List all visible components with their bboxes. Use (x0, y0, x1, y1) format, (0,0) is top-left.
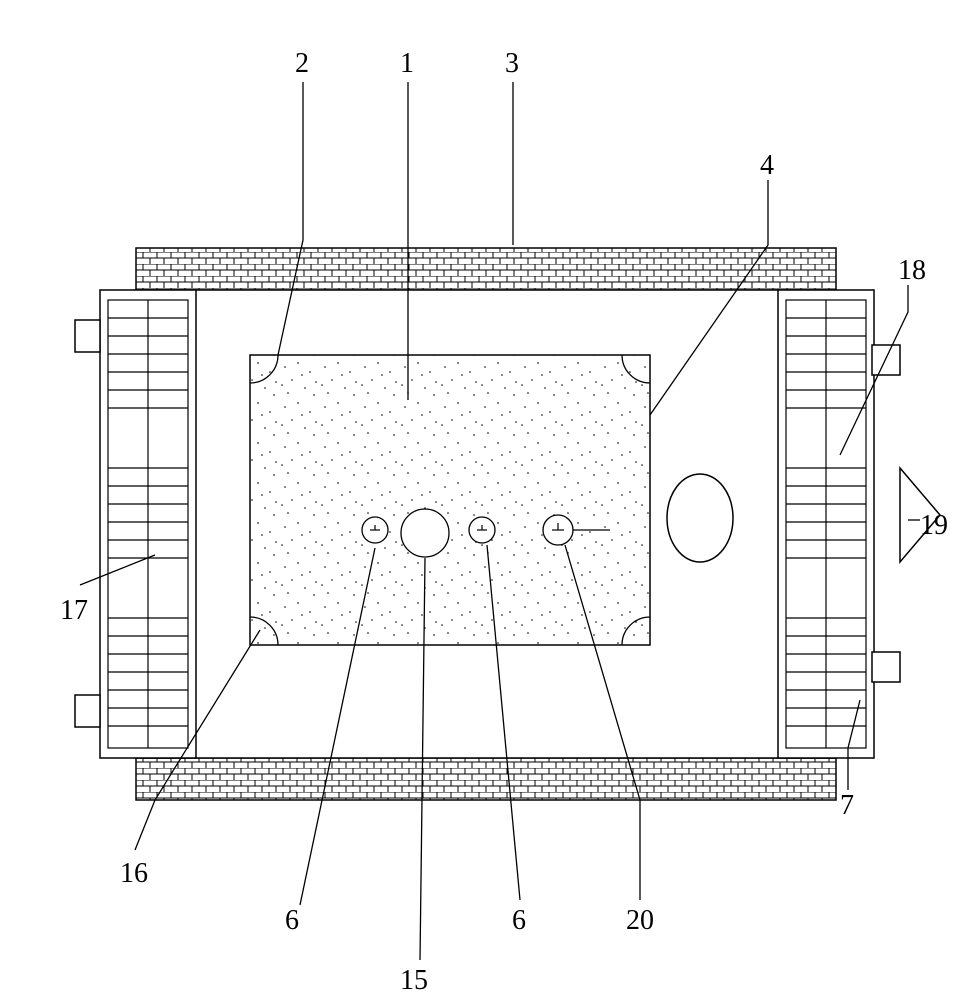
handle-ellipse (667, 474, 733, 562)
right-tab-upper (872, 345, 900, 375)
callout-label-17: 17 (60, 595, 88, 627)
callout-label-1: 1 (400, 48, 414, 80)
left-panel (100, 290, 196, 758)
callout-label-3: 3 (505, 48, 519, 80)
right-panel (778, 290, 874, 758)
left-tab-lower (75, 695, 100, 727)
callout-label-15: 15 (400, 965, 428, 997)
callout-label-4: 4 (760, 150, 774, 182)
left-tab-upper (75, 320, 100, 352)
callout-label-18: 18 (898, 255, 926, 287)
callout-label-6: 6 (285, 905, 299, 937)
engineering-diagram (0, 0, 963, 1000)
callout-label-20: 20 (626, 905, 654, 937)
callout-label-7: 7 (840, 790, 854, 822)
brick-bottom (136, 758, 836, 800)
callout-label-16: 16 (120, 858, 148, 890)
callout-label-6b: 6 (512, 905, 526, 937)
inner-screen (250, 355, 650, 645)
brick-top (136, 248, 836, 290)
callout-label-19: 19 (920, 510, 948, 542)
callout-label-2: 2 (295, 48, 309, 80)
right-tab-lower (872, 652, 900, 682)
